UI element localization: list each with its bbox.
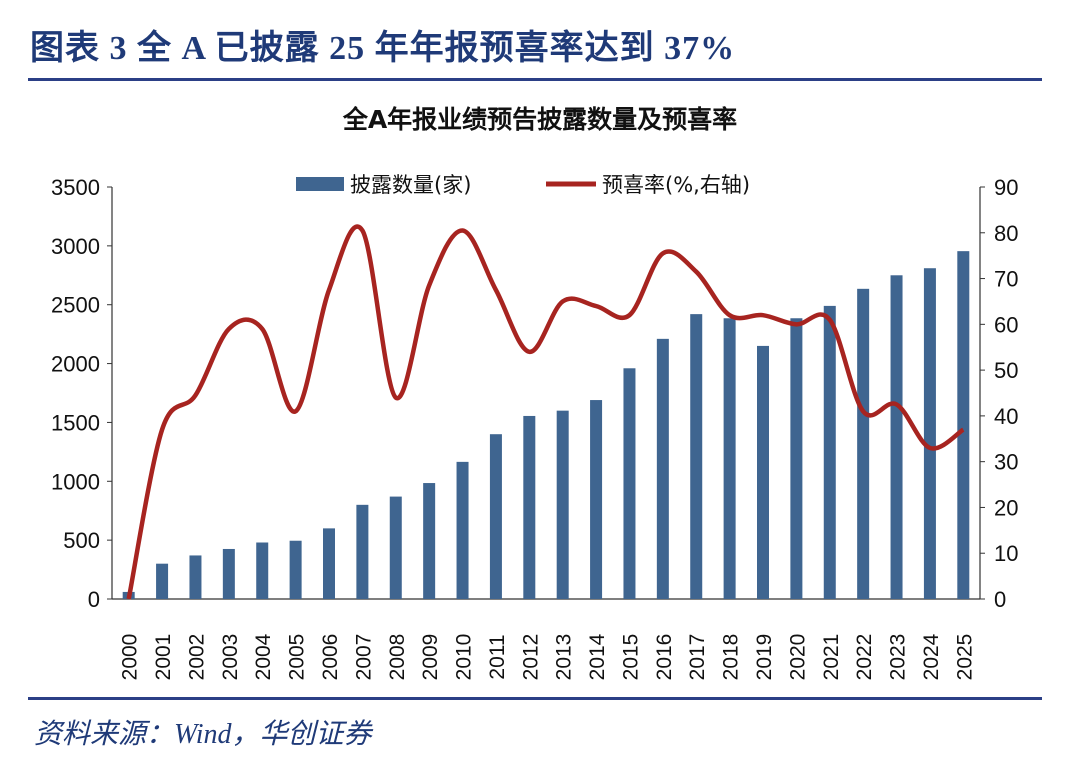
bar-2020: [790, 318, 803, 599]
bar-2011: [489, 434, 502, 599]
x-tick-label: 2015: [619, 634, 642, 681]
bar-2024: [923, 268, 936, 599]
x-tick-label: 2017: [686, 634, 709, 681]
right-tick-label: 60: [994, 312, 1018, 337]
bar-2015: [623, 368, 636, 599]
left-tick-label: 500: [63, 528, 100, 553]
bar-2009: [423, 483, 436, 599]
footer-rule: [28, 697, 1042, 700]
bar-2013: [556, 410, 569, 599]
bar-2010: [456, 461, 469, 599]
x-tick-label: 2013: [553, 634, 576, 681]
legend-bar-label: 披露数量(家): [350, 173, 471, 197]
bar-2005: [289, 540, 302, 599]
left-tick-label: 1500: [51, 410, 100, 435]
x-tick-label: 2000: [119, 634, 142, 681]
x-tick-label: 2006: [319, 634, 342, 681]
bar-2003: [222, 548, 235, 599]
bar-2017: [690, 314, 703, 599]
bar-2001: [156, 563, 169, 599]
bar-2008: [389, 496, 402, 599]
x-tick-label: 2018: [720, 634, 743, 681]
x-tick-label: 2020: [786, 634, 809, 681]
bar-2022: [857, 288, 870, 599]
x-tick-label: 2014: [586, 633, 609, 680]
legend-line-label: 预喜率(%,右轴): [602, 173, 750, 197]
x-tick-label: 2002: [185, 634, 208, 681]
right-tick-label: 90: [994, 175, 1018, 200]
right-tick-label: 0: [994, 587, 1006, 612]
x-tick-label: 2003: [219, 634, 242, 681]
left-tick-label: 2000: [51, 352, 100, 377]
x-tick-label: 2008: [386, 634, 409, 681]
x-tick-label: 2004: [252, 633, 275, 680]
right-tick-label: 30: [994, 450, 1018, 475]
x-tick-label: 2021: [820, 634, 843, 681]
right-tick-label: 80: [994, 221, 1018, 246]
x-tick-label: 2022: [853, 634, 876, 681]
x-tick-label: 2019: [753, 634, 776, 681]
x-tick-label: 2009: [419, 634, 442, 681]
right-tick-label: 50: [994, 358, 1018, 383]
bar-2019: [757, 345, 769, 599]
bar-2002: [189, 555, 202, 599]
left-tick-label: 1000: [51, 469, 100, 494]
right-tick-label: 20: [994, 495, 1018, 520]
x-tick-label: 2005: [286, 634, 309, 681]
bar-2014: [590, 400, 603, 599]
source-note: 资料来源：Wind，华创证券: [34, 719, 372, 750]
bar-2006: [323, 528, 335, 599]
line-series-预喜率: [126, 224, 965, 600]
x-tick-label: 2024: [920, 633, 943, 680]
x-tick-label: 2001: [152, 634, 175, 681]
x-tick-label: 2007: [352, 634, 375, 681]
bar-2012: [523, 415, 536, 599]
bar-2025: [957, 251, 970, 599]
right-tick-label: 40: [994, 404, 1018, 429]
right-tick-label: 70: [994, 267, 1018, 292]
x-tick-label: 2023: [887, 634, 910, 681]
x-tick-label: 2025: [953, 634, 976, 681]
x-tick-label: 2016: [653, 634, 676, 681]
bar-2004: [256, 542, 269, 599]
bar-2016: [656, 338, 669, 599]
left-tick-label: 2500: [51, 293, 100, 318]
bar-2021: [823, 305, 836, 599]
left-tick-label: 3000: [51, 234, 100, 259]
title-rule: [28, 78, 1042, 81]
x-tick-label: 2010: [453, 634, 476, 681]
chart-title: 全A年报业绩预告披露数量及预喜率: [342, 105, 737, 134]
right-tick-label: 10: [994, 541, 1018, 566]
x-tick-label: 2012: [519, 634, 542, 681]
left-tick-label: 0: [88, 587, 100, 612]
bar-2018: [723, 318, 736, 599]
legend-bar-swatch: [296, 177, 344, 191]
bar-2023: [890, 275, 903, 599]
figure-title: 图表 3 全 A 已披露 25 年年报预喜率达到 37%: [30, 30, 736, 67]
x-tick-label: 2011: [486, 634, 509, 679]
left-tick-label: 3500: [51, 175, 100, 200]
bar-2007: [356, 504, 369, 599]
